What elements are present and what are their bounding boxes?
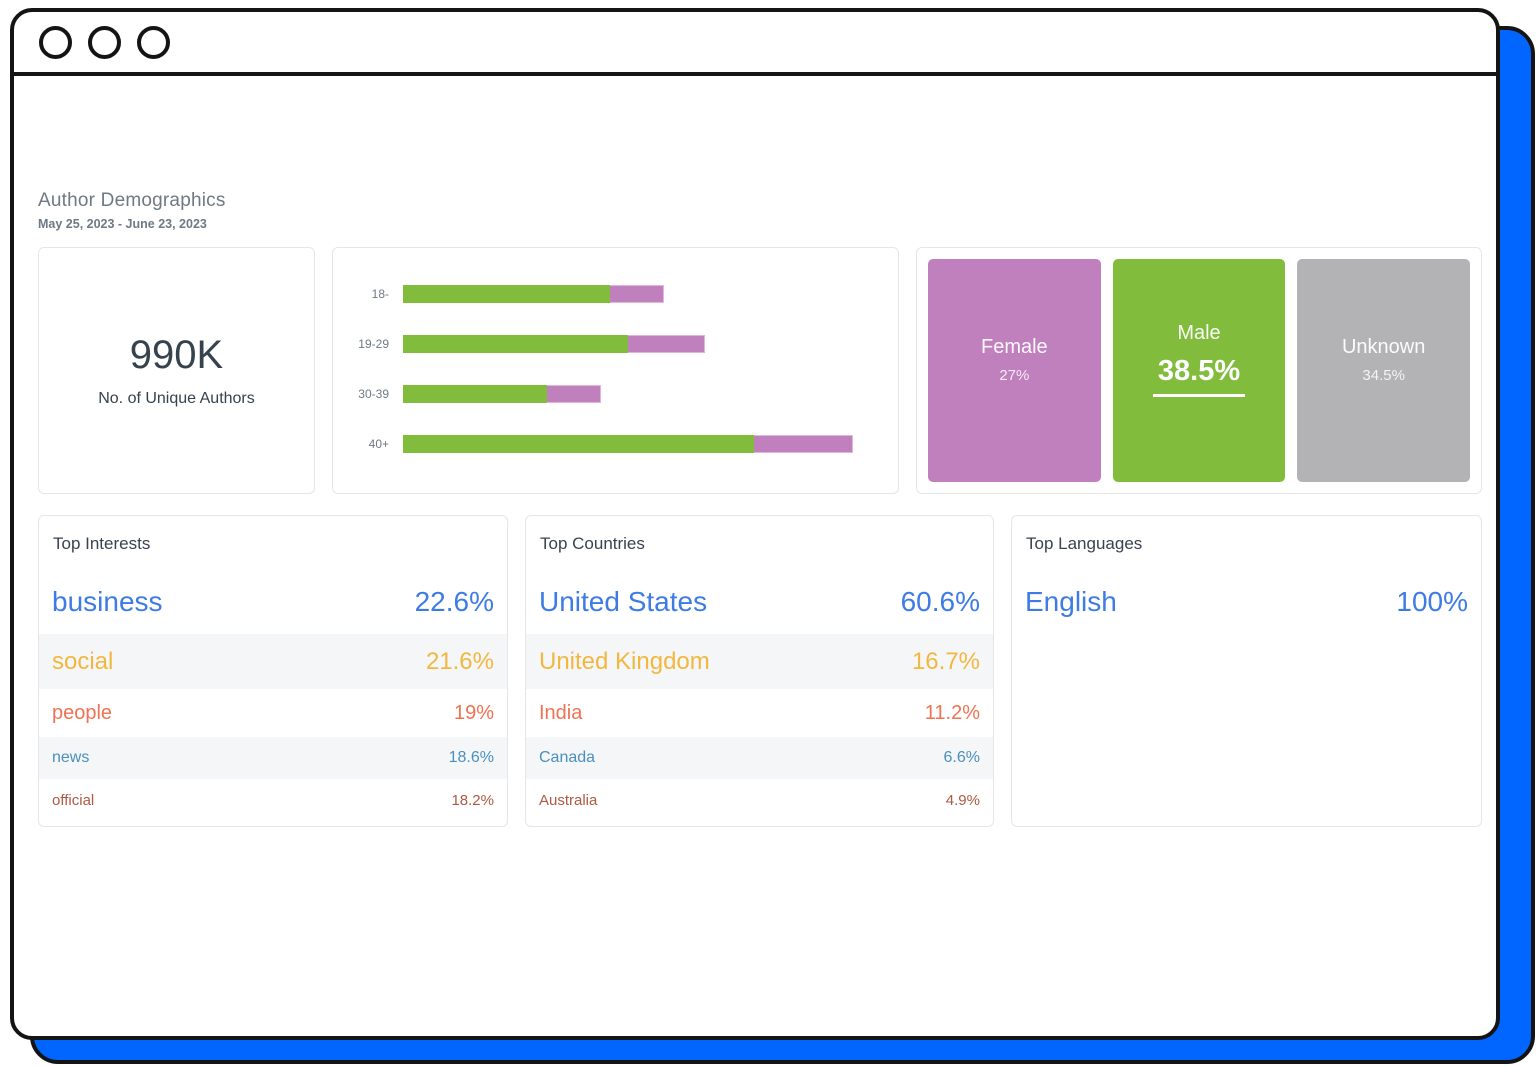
list-item-interest[interactable]: people 19% <box>39 689 507 737</box>
list-item-value: 18.6% <box>448 749 494 766</box>
age-bar-male-segment <box>403 335 628 353</box>
age-bar-group <box>403 435 853 453</box>
list-item-interest[interactable]: official 18.2% <box>39 779 507 821</box>
age-bar-female-segment <box>610 285 664 303</box>
age-tick-label: 30-39 <box>358 387 389 401</box>
list-item-value: 22.6% <box>414 586 494 617</box>
bottom-row: Top Interests business 22.6% social 21.6… <box>38 515 1483 827</box>
gender-tile-female[interactable]: Female 27% <box>928 259 1101 482</box>
list-item-value: 18.2% <box>451 791 494 809</box>
card-title: Top Countries <box>540 534 645 553</box>
gender-tile-unknown[interactable]: Unknown 34.5% <box>1297 259 1471 482</box>
list-item-label: India <box>539 701 583 724</box>
age-bar-male-segment <box>403 385 547 403</box>
age-bar-group <box>403 335 853 353</box>
card-title: Top Interests <box>53 534 151 553</box>
top-languages-card: Top Languages English 100% <box>1011 515 1482 827</box>
list-item-interest[interactable]: social 21.6% <box>39 634 507 689</box>
unique-authors-label: No. of Unique Authors <box>98 390 255 407</box>
window-control-icon[interactable] <box>39 25 72 59</box>
gender-tile-label: Female <box>980 335 1048 358</box>
gender-card: Female 27% Male 38.5% Unknown 34.5 <box>916 247 1482 494</box>
list-item-label: social <box>52 647 114 675</box>
top-interests-card: Top Interests business 22.6% social 21.6… <box>38 515 508 827</box>
browser-window: Author Demographics May 25, 2023 - June … <box>10 8 1500 1040</box>
list-item-value: 11.2% <box>924 701 980 724</box>
age-tick-label: 19-29 <box>358 337 389 351</box>
gender-tile-content: Female 27% <box>981 336 1048 384</box>
age-row: 18- <box>333 269 898 319</box>
list-item-country[interactable]: India 11.2% <box>526 689 993 737</box>
list-item-label: people <box>52 701 113 724</box>
list-item-label: business <box>52 586 163 617</box>
gender-tile-value: 27% <box>999 366 1030 384</box>
gender-tile-male[interactable]: Male 38.5% <box>1112 259 1286 482</box>
window-control-icon[interactable] <box>88 25 121 59</box>
gender-tile-label: Male <box>1177 322 1221 344</box>
list-item-country[interactable]: Canada 6.6% <box>526 737 993 779</box>
top-countries-card: Top Countries United States 60.6% United… <box>525 515 994 827</box>
age-row: 19-29 <box>333 319 898 369</box>
age-tick-label: 40+ <box>368 437 389 451</box>
list-item-label: Australia <box>539 791 598 809</box>
dashboard-content: Author Demographics May 25, 2023 - June … <box>14 76 1496 827</box>
list-item-language[interactable]: English 100% <box>1012 570 1481 634</box>
list-item-interest[interactable]: business 22.6% <box>39 570 507 634</box>
unique-authors-value: 990K <box>129 333 224 377</box>
list-item-label: official <box>52 791 95 809</box>
list-item-label: Canada <box>539 749 596 766</box>
page-title: Author Demographics <box>38 190 226 211</box>
list-item-label: United States <box>539 586 708 617</box>
list-item-value: 100% <box>1396 586 1468 617</box>
list-item-label: United Kingdom <box>539 647 710 675</box>
age-bar-female-segment <box>628 335 705 353</box>
list-item-value: 60.6% <box>900 586 980 617</box>
age-tick-label: 18- <box>371 287 389 301</box>
unique-authors-card: 990K No. of Unique Authors <box>38 247 315 494</box>
age-bar-female-segment <box>754 435 853 453</box>
gender-tile-label: Unknown <box>1341 335 1426 358</box>
age-bar-group <box>403 285 853 303</box>
age-row: 30-39 <box>333 369 898 419</box>
age-bar-female-segment <box>547 385 601 403</box>
window-titlebar <box>14 12 1496 76</box>
age-bar-group <box>403 385 853 403</box>
list-item-interest[interactable]: news 18.6% <box>39 737 507 779</box>
age-bar-male-segment <box>403 285 610 303</box>
date-range: May 25, 2023 - June 23, 2023 <box>38 217 207 231</box>
list-item-value: 4.9% <box>945 791 980 809</box>
card-title: Top Languages <box>1026 534 1143 553</box>
list-item-label: English <box>1025 586 1117 617</box>
age-chart-card: 18- 19-29 30-39 <box>332 247 899 494</box>
list-item-value: 16.7% <box>911 647 980 675</box>
list-item-value: 6.6% <box>943 749 980 766</box>
list-item-value: 21.6% <box>425 647 494 675</box>
list-item-country[interactable]: Australia 4.9% <box>526 779 993 821</box>
gender-tile-value-highlighted: 38.5% <box>1152 355 1246 397</box>
age-row: 40+ <box>333 419 898 469</box>
gender-tile-content: Unknown 34.5% <box>1342 336 1425 384</box>
age-bar-male-segment <box>403 435 754 453</box>
list-item-label: news <box>52 749 90 766</box>
list-item-country[interactable]: United Kingdom 16.7% <box>526 634 993 689</box>
list-item-country[interactable]: United States 60.6% <box>526 570 993 634</box>
gender-tile-value: 34.5% <box>1362 366 1405 384</box>
gender-tile-content: Male 38.5% <box>1152 322 1246 397</box>
window-control-icon[interactable] <box>137 25 170 59</box>
list-item-value: 19% <box>453 701 494 724</box>
top-row: 990K No. of Unique Authors 18- 19-29 <box>38 247 1483 494</box>
